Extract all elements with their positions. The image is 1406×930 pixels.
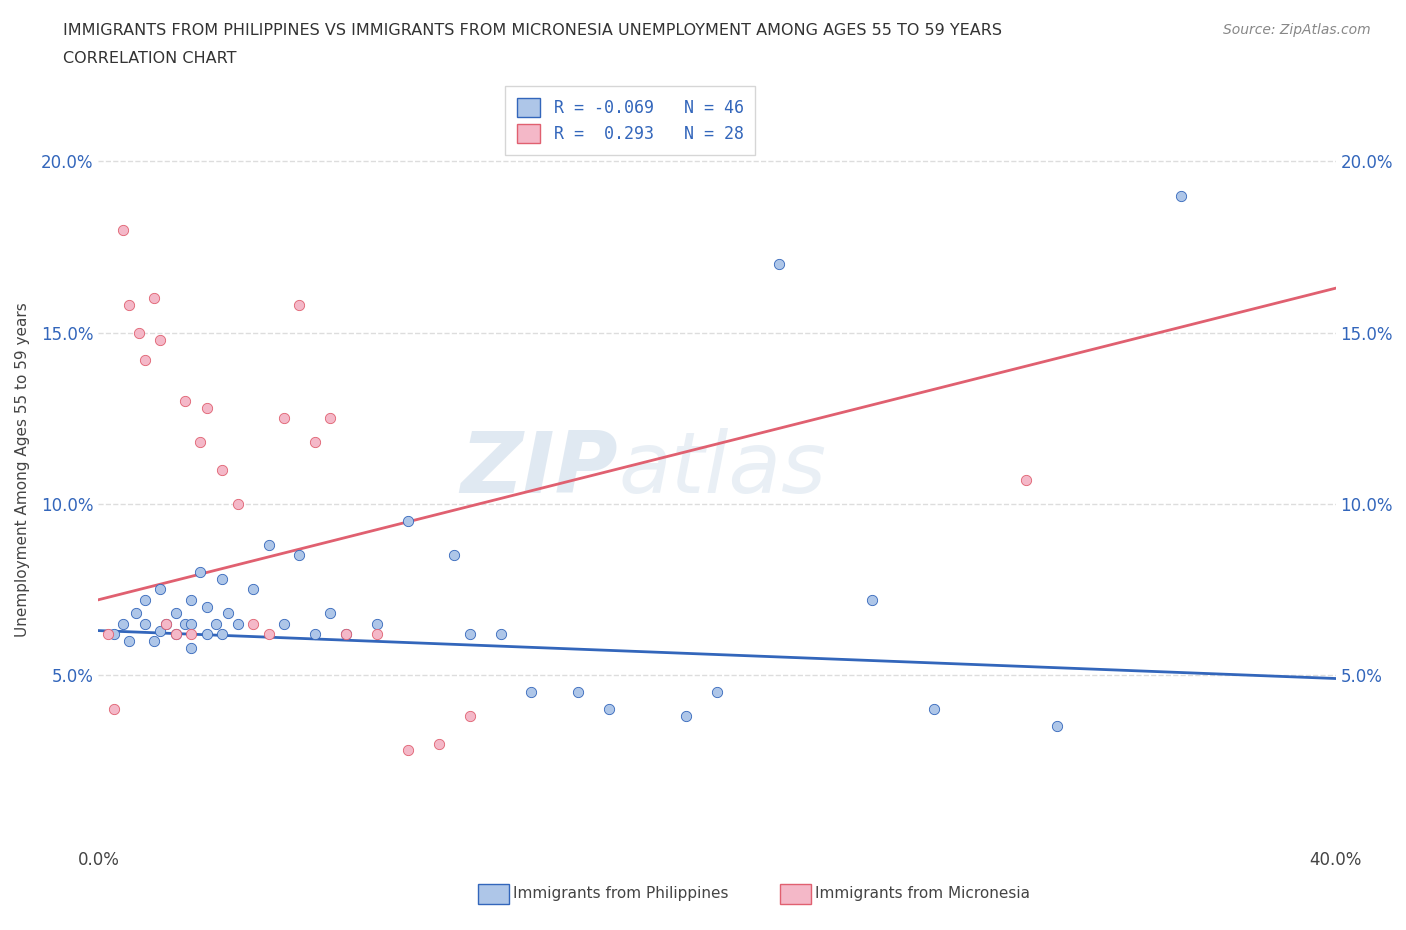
Point (1046, 719, 1069, 734)
Point (112, 617, 135, 631)
Point (598, 702, 620, 717)
Point (304, 627, 326, 642)
Point (458, 627, 481, 642)
Point (273, 617, 295, 631)
Point (211, 462, 233, 477)
Point (1170, 188, 1192, 203)
Point (860, 592, 883, 607)
Point (149, 332, 172, 347)
Point (335, 627, 357, 642)
Point (706, 684, 728, 699)
Text: atlas: atlas (619, 428, 827, 512)
Text: CORRELATION CHART: CORRELATION CHART (63, 51, 236, 66)
Point (257, 538, 280, 552)
Point (149, 623, 172, 638)
Point (143, 633, 166, 648)
Point (319, 606, 342, 621)
Point (180, 617, 202, 631)
Y-axis label: Unemployment Among Ages 55 to 59 years: Unemployment Among Ages 55 to 59 years (15, 302, 30, 637)
Text: IMMIGRANTS FROM PHILIPPINES VS IMMIGRANTS FROM MICRONESIA UNEMPLOYMENT AMONG AGE: IMMIGRANTS FROM PHILIPPINES VS IMMIGRANT… (63, 23, 1002, 38)
Point (242, 582, 264, 597)
Point (180, 627, 202, 642)
Point (190, 435, 212, 450)
Point (366, 617, 388, 631)
Text: Source: ZipAtlas.com: Source: ZipAtlas.com (1223, 23, 1371, 37)
Text: ZIP: ZIP (460, 428, 619, 512)
Point (242, 617, 264, 631)
Point (124, 606, 146, 621)
Point (273, 411, 295, 426)
Point (211, 572, 233, 587)
Point (304, 435, 326, 450)
Point (134, 617, 156, 631)
Point (195, 401, 218, 416)
Point (143, 291, 166, 306)
Point (520, 684, 543, 699)
Point (165, 627, 187, 642)
Legend: R = -0.069   N = 46, R =  0.293   N = 28: R = -0.069 N = 46, R = 0.293 N = 28 (505, 86, 755, 154)
Point (174, 393, 197, 408)
Point (443, 548, 465, 563)
Point (174, 617, 197, 631)
Text: Immigrants from Philippines: Immigrants from Philippines (513, 886, 728, 901)
Point (458, 709, 481, 724)
Point (195, 627, 218, 642)
Point (195, 599, 218, 614)
Point (226, 617, 249, 631)
Point (675, 709, 697, 724)
Point (180, 592, 202, 607)
Point (257, 627, 280, 642)
Point (567, 684, 589, 699)
Text: Immigrants from Micronesia: Immigrants from Micronesia (815, 886, 1031, 901)
Point (288, 548, 311, 563)
Point (134, 352, 156, 367)
Point (134, 592, 156, 607)
Point (128, 326, 150, 340)
Point (489, 627, 512, 642)
Point (103, 627, 125, 642)
Point (180, 640, 202, 655)
Point (226, 497, 249, 512)
Point (155, 617, 177, 631)
Point (103, 702, 125, 717)
Point (165, 627, 187, 642)
Point (118, 633, 141, 648)
Point (396, 513, 419, 528)
Point (922, 702, 945, 717)
Point (118, 298, 141, 312)
Point (165, 606, 187, 621)
Point (288, 298, 311, 312)
Point (366, 627, 388, 642)
Point (427, 737, 450, 751)
Point (1015, 472, 1038, 487)
Point (155, 617, 177, 631)
Point (335, 627, 357, 642)
Point (396, 743, 419, 758)
Point (149, 582, 172, 597)
Point (217, 606, 239, 621)
Point (768, 257, 790, 272)
Point (97, 627, 120, 642)
Point (112, 222, 135, 237)
Point (190, 565, 212, 579)
Point (205, 617, 228, 631)
Point (211, 627, 233, 642)
Point (319, 411, 342, 426)
